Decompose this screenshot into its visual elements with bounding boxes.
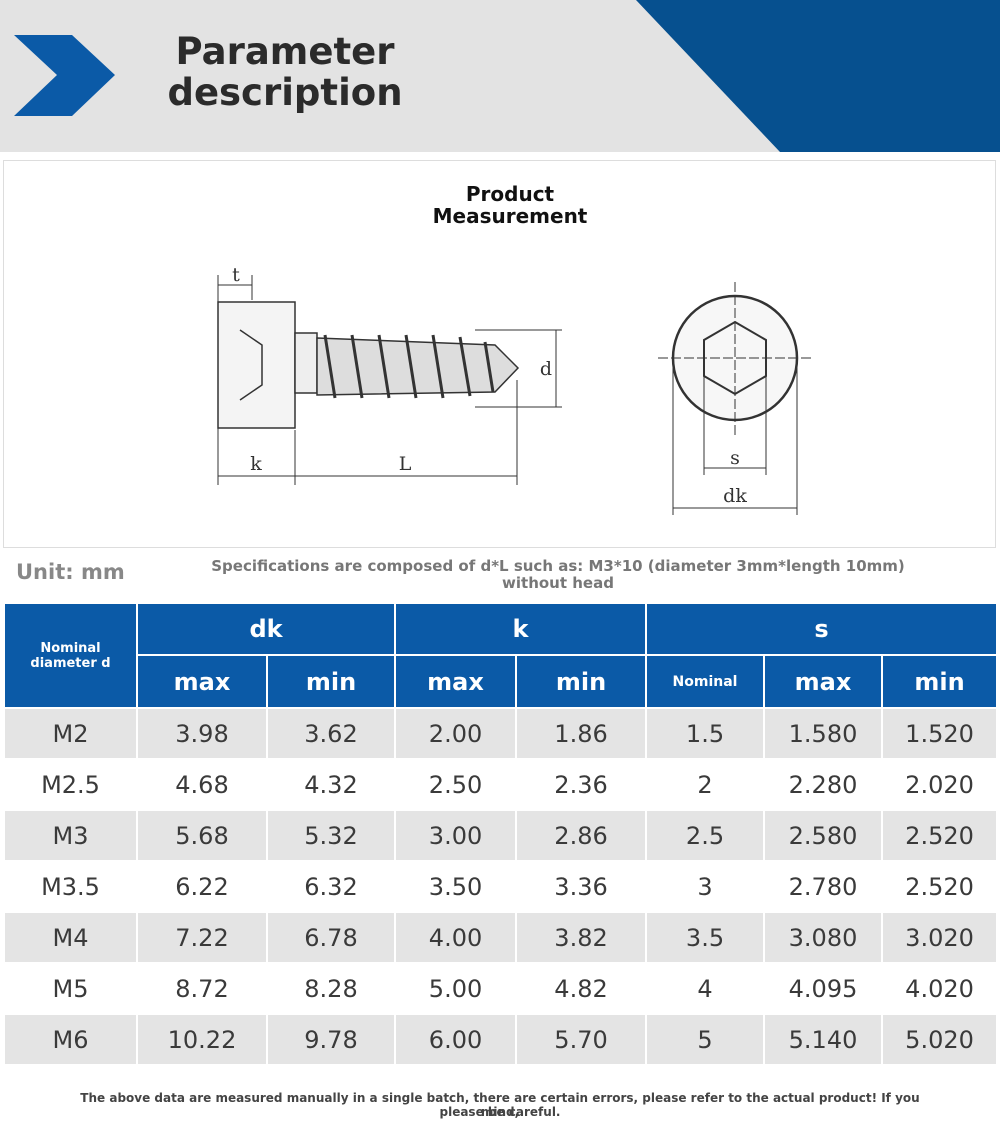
note: Specifications are composed of d*L such … <box>211 557 905 575</box>
table-cell: 4.68 <box>136 758 268 811</box>
dim-label: s <box>730 447 740 469</box>
dim-label: k <box>250 453 262 475</box>
table-cell: 1.520 <box>881 707 999 760</box>
table-cell: 1.86 <box>515 707 648 760</box>
table-cell: 5 <box>645 1013 766 1066</box>
table-row: M4 7.22 6.78 4.00 3.82 3.5 3.080 3.020 <box>3 911 999 964</box>
diagram-title: Product <box>465 182 555 206</box>
table-cell: M6 <box>3 1013 138 1066</box>
table-cell: 2.520 <box>881 809 999 862</box>
table-cell: 2.520 <box>881 860 999 913</box>
table-cell: M3 <box>3 809 138 862</box>
table-cell: 2.50 <box>394 758 518 811</box>
table-cell: M4 <box>3 911 138 964</box>
table-row: M2 3.98 3.62 2.00 1.86 1.5 1.580 1.520 <box>3 707 999 760</box>
table-cell: 3.080 <box>763 911 884 964</box>
header-title: description <box>167 71 403 114</box>
table-cell: 2.5 <box>645 809 766 862</box>
table-cell: 4.020 <box>881 962 999 1015</box>
group-header: dk <box>135 602 397 656</box>
table-row: M6 10.22 9.78 6.00 5.70 5 5.140 5.020 <box>3 1013 999 1066</box>
table-row: M2.5 4.68 4.32 2.50 2.36 2 2.280 2.020 <box>3 758 999 811</box>
table-cell: 10.22 <box>136 1013 268 1066</box>
table-cell: 2.280 <box>763 758 884 811</box>
group-header: s <box>645 602 999 656</box>
sub-header: min <box>515 654 648 709</box>
table-cell: 3.82 <box>515 911 648 964</box>
dim-label: L <box>399 453 412 475</box>
table-cell: 3.98 <box>136 707 268 760</box>
table-cell: 3.50 <box>394 860 518 913</box>
sub-header: Nominal <box>645 654 766 709</box>
table-cell: 4.82 <box>515 962 648 1015</box>
note: without head <box>502 574 614 592</box>
header: Parameter description <box>0 0 1000 152</box>
table-cell: M2.5 <box>3 758 138 811</box>
dim-label: dk <box>723 485 747 507</box>
table-cell: 4.00 <box>394 911 518 964</box>
table-cell: 5.140 <box>763 1013 884 1066</box>
table-cell: 7.22 <box>136 911 268 964</box>
table-cell: 2.86 <box>515 809 648 862</box>
sub-header: max <box>394 654 518 709</box>
sub-header: max <box>136 654 268 709</box>
table-cell: 3.00 <box>394 809 518 862</box>
table-cell: 3 <box>645 860 766 913</box>
group-header: Nominal diameter d <box>3 602 138 709</box>
table-cell: 1.5 <box>645 707 766 760</box>
table-cell: 2 <box>645 758 766 811</box>
table-cell: 5.32 <box>265 809 397 862</box>
table-cell: 5.70 <box>515 1013 648 1066</box>
footer-note: please be careful. <box>439 1105 561 1119</box>
screw-diagram: t k L d s dk <box>217 264 812 515</box>
spec-table: Nominal diameter d dk k s max min max min No… <box>3 602 999 1066</box>
table-cell: 2.780 <box>763 860 884 913</box>
header-graphic <box>14 0 1000 152</box>
header-title: Parameter <box>175 30 395 73</box>
table-cell: 5.00 <box>394 962 518 1015</box>
sub-header: max <box>763 654 884 709</box>
table-cell: M5 <box>3 962 138 1015</box>
table-cell: 4 <box>645 962 766 1015</box>
table-cell: 2.020 <box>881 758 999 811</box>
table-cell: 2.00 <box>394 707 518 760</box>
diagram-title: Measurement <box>432 204 588 228</box>
table-cell: 2.580 <box>763 809 884 862</box>
table-cell: 5.020 <box>881 1013 999 1066</box>
table-cell: 3.5 <box>645 911 766 964</box>
unit-label: Unit: mm <box>16 560 125 584</box>
table-cell: 8.72 <box>136 962 268 1015</box>
table-cell: 1.580 <box>763 707 884 760</box>
table-cell: 2.36 <box>515 758 648 811</box>
table-cell: 4.32 <box>265 758 397 811</box>
sub-header: min <box>881 654 999 709</box>
footer-note: The above data are measured manually in … <box>80 1091 920 1119</box>
diagram-card <box>3 160 996 548</box>
table-cell: 9.78 <box>265 1013 397 1066</box>
table-row: M5 8.72 8.28 5.00 4.82 4 4.095 4.020 <box>3 962 999 1015</box>
table-cell: 6.00 <box>394 1013 518 1066</box>
table-cell: 3.36 <box>515 860 648 913</box>
table-row: M3.5 6.22 6.32 3.50 3.36 3 2.780 2.520 <box>3 860 999 913</box>
table-cell: 3.62 <box>265 707 397 760</box>
table-cell: M3.5 <box>3 860 138 913</box>
table-cell: 6.78 <box>265 911 397 964</box>
table-row: M3 5.68 5.32 3.00 2.86 2.5 2.580 2.520 <box>3 809 999 862</box>
table-cell: 4.095 <box>763 962 884 1015</box>
group-header: k <box>394 602 648 656</box>
table-cell: 3.020 <box>881 911 999 964</box>
table-cell: 6.32 <box>265 860 397 913</box>
sub-header: min <box>265 654 397 709</box>
table-cell: 6.22 <box>136 860 268 913</box>
dim-label: t <box>232 264 240 286</box>
table-cell: 8.28 <box>265 962 397 1015</box>
table-cell: 5.68 <box>136 809 268 862</box>
dim-label: d <box>540 358 552 380</box>
table-cell: M2 <box>3 707 138 760</box>
